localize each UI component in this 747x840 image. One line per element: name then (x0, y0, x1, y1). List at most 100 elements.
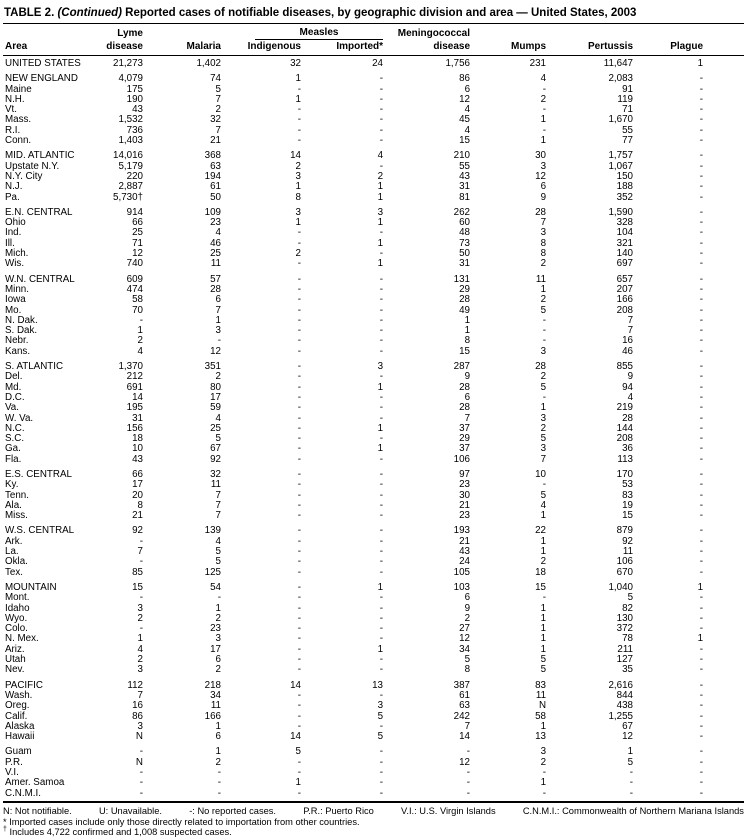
value-cell: 4 (540, 73, 547, 85)
value-cell: - (699, 689, 704, 701)
value-cell: - (699, 412, 704, 424)
value-cell: 23 (210, 623, 221, 635)
area-cell: Hawaii (5, 731, 35, 743)
value-cell: - (699, 314, 704, 326)
value-cell: 4 (215, 412, 221, 424)
value-cell: - (139, 556, 143, 568)
value-cell: - (542, 83, 547, 95)
spacer-cell (703, 414, 744, 424)
value-cell: 7 (540, 217, 547, 229)
col-header-meningococcal-line1: Meningococcal (397, 27, 471, 39)
value-cell: 1 (540, 777, 547, 789)
value-cell: - (699, 381, 704, 393)
value-cell: - (297, 535, 301, 547)
value-cell: 1 (697, 633, 704, 645)
value-cell: - (699, 612, 704, 624)
table-row: N.H. 190 7 1 - 12 2 119 - (3, 93, 744, 105)
area-cell: S.C. (5, 433, 25, 445)
table-row: E.S. CENTRAL 66 32 - - 97 10 170 - (3, 465, 744, 480)
value-cell: 1 (377, 258, 384, 270)
table-row: Tenn. 20 7 - - 30 5 83 - (3, 489, 744, 501)
value-cell: 11 (535, 273, 547, 285)
value-cell: - (379, 371, 384, 383)
area-cell: Iowa (5, 294, 26, 306)
value-cell: 92 (622, 535, 634, 547)
table-row: Upstate N.Y. 5,179 63 2 - 55 3 1,067 - (3, 160, 744, 172)
value-cell: 85 (132, 566, 143, 578)
value-cell: 175 (126, 83, 143, 95)
value-cell: 1,067 (608, 160, 634, 172)
header-spacer (546, 24, 633, 41)
value-cell: 14 (290, 731, 301, 743)
value-cell: 82 (622, 602, 634, 614)
value-cell: 3 (295, 206, 301, 218)
value-cell: 2 (540, 556, 547, 568)
value-cell: 3 (137, 664, 143, 676)
value-cell: - (699, 335, 704, 347)
value-cell: 2,887 (118, 181, 143, 193)
value-cell: 6 (215, 294, 221, 306)
value-cell: - (379, 433, 384, 445)
spacer-cell (703, 434, 744, 444)
footnote-imported: * Imported cases include only those dire… (3, 817, 744, 828)
value-cell: - (297, 237, 301, 249)
value-cell: 140 (616, 248, 634, 260)
value-cell: 212 (126, 371, 143, 383)
value-cell: - (699, 283, 704, 295)
area-cell: N.H. (5, 93, 25, 105)
value-cell: 2 (540, 258, 547, 270)
header-spacer (3, 24, 106, 41)
spacer-cell (703, 768, 744, 778)
value-cell: 18 (535, 566, 547, 578)
table-row: N.J. 2,887 61 1 1 31 6 188 - (3, 181, 744, 193)
table-row: Pa. 5,730† 50 8 1 81 9 352- (3, 191, 744, 203)
value-cell: 4 (137, 643, 143, 655)
value-cell: 74 (210, 73, 221, 85)
value-cell: 1,670 (608, 114, 634, 126)
area-cell: Conn. (5, 135, 32, 147)
value-cell: 5 (540, 489, 547, 501)
area-cell: Tex. (5, 566, 23, 578)
value-cell: 2 (540, 756, 547, 768)
value-cell: 63 (210, 160, 221, 172)
legend-item: -: No reported cases. (189, 805, 276, 816)
value-cell: 15 (459, 345, 471, 357)
spacer-cell (703, 239, 744, 249)
value-cell: - (699, 181, 704, 193)
table-row: Mass. 1,532 32 - - 45 1 1,670 - (3, 114, 744, 126)
value-cell: - (542, 335, 547, 347)
value-cell: 211 (617, 643, 634, 655)
table-row: La. 7 5- -43 1 11- (3, 546, 744, 558)
table-row: Oreg. 16 11 - 3 63 N 438 - (3, 700, 744, 711)
spacer-cell (703, 295, 744, 305)
value-cell: 2 (540, 422, 547, 434)
value-cell: 2 (215, 104, 221, 116)
value-cell: 21 (132, 510, 143, 522)
value-cell: - (297, 546, 301, 558)
value-cell: 879 (616, 525, 634, 537)
value-cell: - (379, 720, 384, 732)
area-cell: Pa. (5, 191, 20, 203)
value-cell: 5 (540, 664, 547, 676)
spacer-cell (703, 172, 744, 182)
table-row: N. Dak. - 1 - - 1 - 7 - (3, 314, 744, 326)
area-cell: Md. (5, 381, 22, 393)
value-cell: - (297, 304, 301, 316)
value-cell: 1 (540, 402, 547, 414)
table-row: Kans. 4 12 - - 15 3 46 - (3, 345, 744, 357)
area-cell: R.I. (5, 124, 21, 136)
value-cell: 5 (540, 433, 547, 445)
table-title-continued: (Continued) (57, 7, 122, 19)
value-cell: - (297, 479, 301, 491)
area-cell: Ga. (5, 443, 21, 455)
table-row: S.C. 18 5 - - 29 5 208 - (3, 433, 744, 445)
value-cell: - (699, 566, 704, 578)
value-cell: - (297, 756, 301, 768)
value-cell: 3 (215, 325, 221, 337)
value-cell: 23 (459, 479, 471, 491)
value-cell: 1 (295, 93, 301, 105)
value-cell: 855 (616, 361, 634, 373)
value-cell: - (379, 325, 384, 337)
value-cell: 4 (464, 124, 471, 136)
area-cell: Wis. (5, 258, 25, 270)
